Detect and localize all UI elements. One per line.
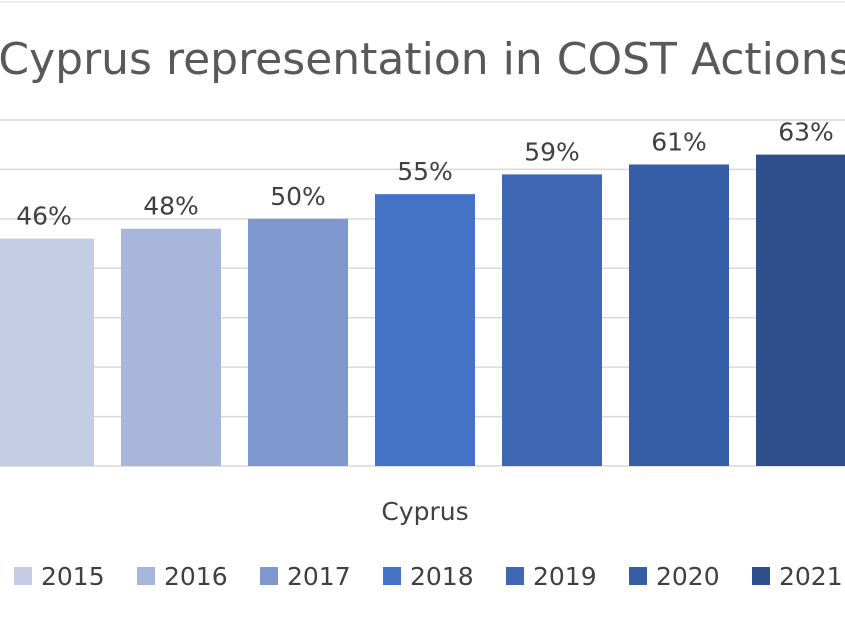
data-label-2018: 55%	[397, 157, 453, 186]
legend-swatch-2020	[629, 567, 647, 585]
bar-2018	[375, 194, 475, 466]
x-axis-category-label: Cyprus	[381, 497, 468, 526]
bar-2017	[248, 218, 348, 466]
data-label-2017: 50%	[270, 182, 326, 211]
data-label-2021: 63%	[778, 118, 834, 147]
legend-label-2017: 2017	[287, 562, 351, 591]
data-label-2019: 59%	[524, 137, 580, 166]
data-label-2016: 48%	[143, 192, 199, 221]
data-label-2020: 61%	[651, 127, 707, 156]
bar-2021	[756, 154, 845, 466]
legend-label-2016: 2016	[164, 562, 228, 591]
legend-label-2015: 2015	[41, 562, 105, 591]
bar-2015	[0, 238, 94, 466]
legend-swatch-2018	[383, 567, 401, 585]
bar-2020	[629, 164, 729, 466]
chart-title: Cyprus representation in COST Actions	[0, 34, 845, 85]
bar-2016	[121, 228, 221, 466]
legend-swatch-2017	[260, 567, 278, 585]
data-label-2015: 46%	[16, 202, 72, 231]
legend: 2015 2016 2017 2018 2019 2020 2021	[14, 562, 843, 591]
legend-label-2020: 2020	[656, 562, 720, 591]
legend-swatch-2019	[506, 567, 524, 585]
legend-swatch-2016	[137, 567, 155, 585]
legend-label-2018: 2018	[410, 562, 474, 591]
bars	[0, 154, 845, 466]
bar-2019	[502, 174, 602, 466]
legend-label-2019: 2019	[533, 562, 597, 591]
legend-swatch-2015	[14, 567, 32, 585]
legend-swatch-2021	[752, 567, 770, 585]
legend-label-2021: 2021	[779, 562, 843, 591]
data-labels: 46% 48% 50% 55% 59% 61% 63%	[16, 118, 834, 231]
